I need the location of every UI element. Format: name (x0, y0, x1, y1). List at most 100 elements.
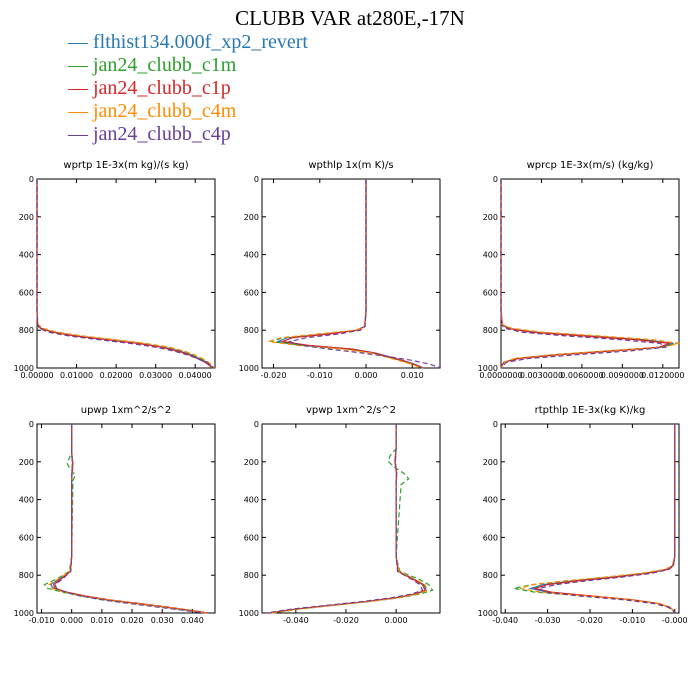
x-tick-label: 0.04000 (179, 371, 212, 380)
series-line (52, 424, 209, 614)
y-tick-label: 800 (483, 571, 498, 580)
y-tick-label: 1000 (478, 609, 498, 618)
y-tick-label: 1000 (14, 364, 34, 373)
series-line (500, 179, 668, 369)
x-tick-label: 0.010 (401, 371, 424, 380)
series-line (528, 424, 676, 614)
legend: — flthist134.000f_xp2_revert — jan24_clu… (68, 31, 308, 146)
y-tick-label: 0 (493, 175, 498, 184)
y-tick-label: 400 (483, 251, 498, 260)
legend-label: jan24_clubb_c1m (93, 54, 237, 76)
legend-label: jan24_clubb_c4m (93, 100, 237, 122)
x-tick-label: -0.010 (619, 616, 645, 625)
plot-frame (36, 178, 216, 369)
x-tick-label: 0.030 (151, 616, 174, 625)
y-tick-label: 600 (483, 288, 498, 297)
series-line (268, 179, 422, 369)
legend-dash: — (68, 123, 93, 145)
legend-item: — jan24_clubb_c4m (68, 100, 308, 123)
x-tick-label: 0.03000 (139, 371, 172, 380)
series-line (43, 424, 206, 614)
series-line (36, 179, 214, 369)
y-tick-label: 1000 (239, 609, 259, 618)
y-tick-label: 200 (483, 213, 498, 222)
y-tick-label: 0 (254, 175, 259, 184)
series-line (275, 179, 425, 369)
plot-title: wpthlp 1x(m K)/s (308, 160, 393, 171)
y-tick-label: 200 (19, 213, 34, 222)
legend-item: — jan24_clubb_c1m (68, 54, 308, 77)
legend-label: jan24_clubb_c1p (93, 77, 231, 99)
series-line (537, 424, 676, 614)
y-tick-label: 800 (483, 326, 498, 335)
x-tick-label: 0.0120000 (641, 371, 684, 380)
series-line (270, 424, 428, 614)
series-line (519, 424, 676, 614)
y-tick-label: 200 (244, 458, 259, 467)
plot-frame (261, 178, 441, 369)
y-tick-label: 800 (244, 326, 259, 335)
y-tick-label: 800 (244, 571, 259, 580)
legend-dash: — (68, 31, 93, 53)
plot-title: vpwp 1xm^2/s^2 (306, 405, 396, 416)
series-line (48, 424, 207, 614)
x-tick-label: 0.01000 (60, 371, 93, 380)
plot-frame (36, 423, 216, 614)
series-line (271, 179, 423, 369)
x-tick-label: 0.000 (385, 616, 408, 625)
figure-title: CLUBB VAR at280E,-17N (235, 6, 465, 30)
series-line (500, 179, 680, 369)
x-tick-label: 0.0000000 (479, 371, 522, 380)
series-line (36, 179, 216, 369)
y-tick-label: 400 (19, 496, 34, 505)
y-tick-label: 0 (254, 420, 259, 429)
plot-panel: wprcp 1E-3x(m/s) (kg/kg) 0 200 400 600 800 100… (478, 160, 685, 380)
x-tick-label: 0.0030000 (520, 371, 563, 380)
y-tick-label: 0 (29, 420, 34, 429)
x-tick-label: 0.00000 (20, 371, 53, 380)
x-tick-label: -0.030 (535, 616, 561, 625)
y-tick-label: 1000 (239, 364, 259, 373)
x-tick-label: 0.000 (355, 371, 378, 380)
plot-panel: rtpthlp 1E-3x(kg K)/kg02004006008001000-… (478, 405, 688, 625)
y-tick-label: 800 (19, 326, 34, 335)
plot-panel: upwp 1xm^2/s^2 0 200 400 600 800 1000-0.010 0.0… (14, 405, 216, 625)
series-line (280, 179, 424, 369)
series-line (513, 424, 676, 614)
x-tick-label: 0.02000 (100, 371, 133, 380)
x-tick-label: -0.040 (283, 616, 309, 625)
y-tick-label: 400 (244, 496, 259, 505)
legend-label: jan24_clubb_c4p (93, 123, 231, 145)
legend-item: — jan24_clubb_c1p (68, 77, 308, 100)
legend-dash: — (68, 77, 93, 99)
plot-title: upwp 1xm^2/s^2 (81, 405, 171, 416)
y-tick-label: 200 (244, 213, 259, 222)
x-tick-label: -0.010 (29, 616, 55, 625)
legend-label: flthist134.000f_xp2_revert (93, 31, 308, 53)
x-tick-label: 0.020 (121, 616, 144, 625)
series-line (36, 179, 213, 369)
series-line (269, 424, 426, 614)
x-tick-label: -0.020 (261, 371, 287, 380)
y-tick-label: 400 (19, 251, 34, 260)
x-tick-label: 0.040 (181, 616, 204, 625)
y-tick-label: 0 (493, 420, 498, 429)
series-line (49, 424, 208, 614)
y-tick-label: 600 (19, 288, 34, 297)
series-line (271, 424, 429, 614)
legend-dash: — (68, 54, 93, 76)
plot-panel: wprtp 1E-3x(m kg)/(s kg) 0 200 400 600 800 100… (14, 160, 216, 380)
x-tick-label: -0.020 (333, 616, 359, 625)
plot-title: rtpthlp 1E-3x(kg K)/kg (535, 405, 646, 416)
plot-frame (261, 423, 441, 614)
legend-dash: — (68, 100, 93, 122)
plot-frame (500, 423, 680, 614)
y-tick-label: 1000 (14, 609, 34, 618)
plot-panel: vpwp 1xm^2/s^2 0 200 400 600 800 1000 -0.040 -0.… (239, 405, 441, 625)
y-tick-label: 600 (244, 288, 259, 297)
x-tick-label: -0.010 (307, 371, 333, 380)
x-tick-label: 0.0090000 (601, 371, 644, 380)
series-line (36, 179, 215, 369)
